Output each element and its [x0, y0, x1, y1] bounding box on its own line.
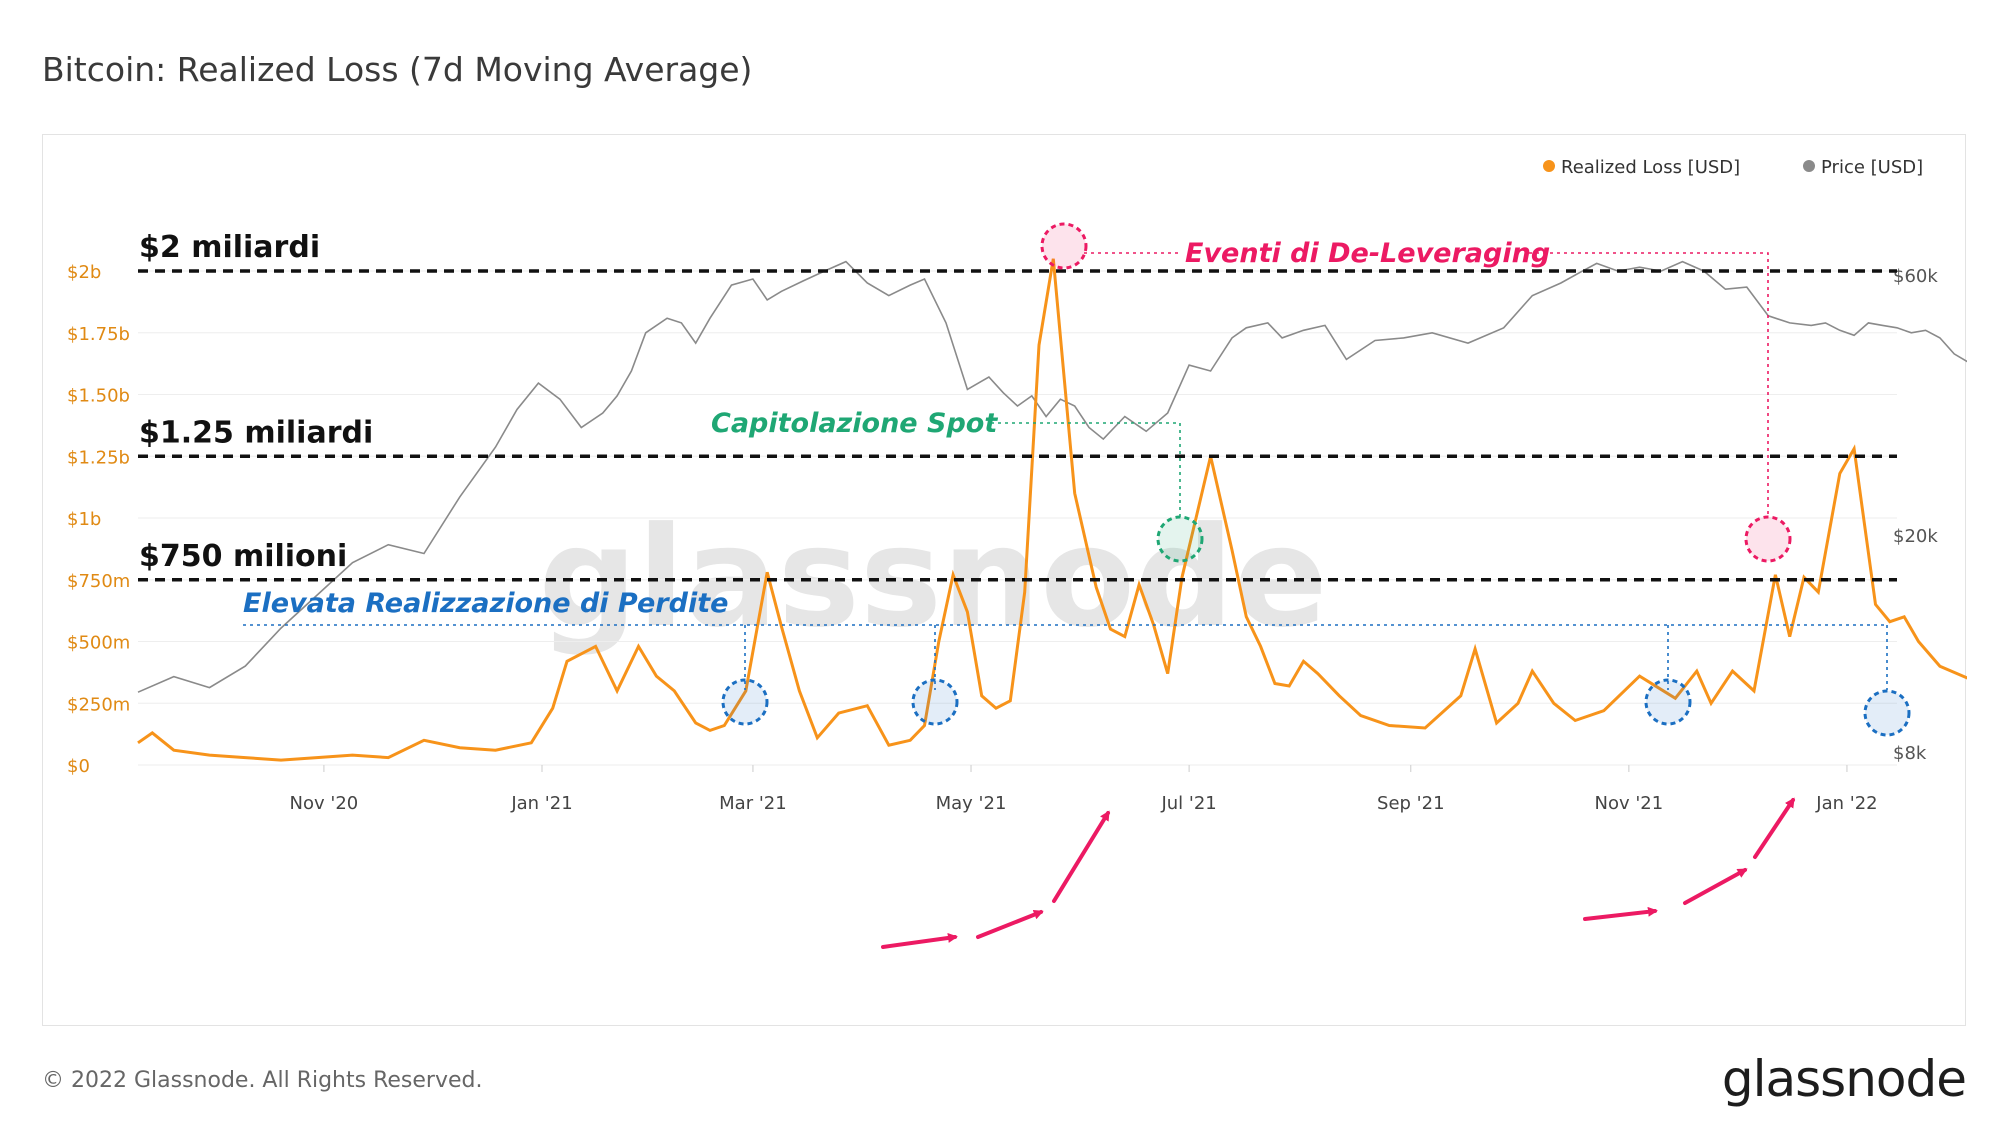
arrow-3 — [1052, 810, 1110, 903]
arrow-1 — [881, 933, 958, 949]
high-loss-connectors — [243, 624, 1888, 690]
page-title: Bitcoin: Realized Loss (7d Moving Averag… — [42, 50, 753, 89]
arrow-6 — [1753, 797, 1795, 859]
y-axis-right: $8k $20k $60k — [1893, 266, 1938, 764]
legend-loss-label: Realized Loss [USD] — [1561, 157, 1740, 178]
capitulation-label: Capitolazione Spot — [711, 408, 998, 439]
x-tick-label: Sep '21 — [1377, 793, 1445, 814]
x-tick-label: Nov '21 — [1595, 793, 1664, 814]
deleveraging-label: Eventi di De-Leveraging — [1185, 238, 1550, 269]
legend-price-swatch — [1803, 160, 1815, 172]
legend-price-label: Price [USD] — [1821, 157, 1923, 178]
y-left-tick-label: $1.75b — [67, 324, 130, 345]
y-left-tick-label: $1.25b — [67, 447, 130, 468]
footer-copyright: © 2022 Glassnode. All Rights Reserved. — [42, 1068, 483, 1093]
deleveraging-marker-may — [1040, 222, 1088, 270]
footer-logo: glassnode — [1721, 1050, 1967, 1108]
y-axis-left: $0 $250m $500m $750m $1b $1.25b $1.50b $1.75b $2… — [67, 262, 130, 777]
y-left-tick-label: $1.50b — [67, 386, 130, 407]
reference-line-label: $2 miliardi — [139, 230, 320, 265]
y-right-tick-label: $60k — [1893, 266, 1938, 287]
x-tick-label: Nov '20 — [290, 793, 359, 814]
reference-lines: $2 miliardi $1.25 miliardi $750 milioni — [138, 230, 1897, 582]
x-tick-label: Jul '21 — [1160, 793, 1216, 814]
y-right-tick-label: $20k — [1893, 526, 1938, 547]
arrow-4 — [1583, 906, 1658, 921]
watermark: glassnode — [539, 497, 1328, 658]
deleveraging-marker-dec — [1744, 515, 1792, 563]
y-left-tick-label: $750m — [67, 571, 130, 592]
chart-frame: glassnode Nov '20 Jan '21 Mar '21 May '21 Ju… — [42, 134, 1967, 1026]
y-right-tick-label: $8k — [1893, 743, 1927, 764]
arrow-2 — [976, 909, 1044, 939]
legend-loss-swatch — [1543, 160, 1555, 172]
x-tick-label: Mar '21 — [719, 793, 787, 814]
y-left-tick-label: $1b — [67, 509, 101, 530]
high-loss-marker-jan — [1863, 689, 1911, 737]
legend: Realized Loss [USD] Price [USD] — [1543, 157, 1923, 178]
y-left-tick-label: $0 — [67, 756, 90, 777]
y-left-tick-label: $2b — [67, 262, 101, 283]
high-loss-marker-nov — [1644, 678, 1692, 726]
high-loss-marker-feb — [721, 678, 769, 726]
x-tick-label: Jan '22 — [1815, 793, 1877, 814]
price-series-line — [137, 260, 1967, 693]
y-left-tick-label: $500m — [67, 633, 130, 654]
x-tick-label: Jan '21 — [510, 793, 572, 814]
x-axis: Nov '20 Jan '21 Mar '21 May '21 Jul '21 Sep '… — [290, 765, 1878, 814]
reference-line-label: $750 milioni — [139, 539, 347, 574]
realized-loss-series-line — [137, 258, 1967, 762]
arrow-5 — [1683, 868, 1748, 905]
deleveraging-connectors — [1084, 252, 1769, 517]
gridlines — [138, 270, 1897, 766]
x-tick-label: May '21 — [936, 793, 1007, 814]
high-loss-marker-apr — [911, 678, 959, 726]
chart-svg: glassnode Nov '20 Jan '21 Mar '21 May '21 Ju… — [67, 157, 1967, 949]
reference-line-label: $1.25 miliardi — [139, 415, 373, 450]
y-left-tick-label: $250m — [67, 694, 130, 715]
capitulation-connectors — [991, 422, 1181, 517]
high-loss-label: Elevata Realizzazione di Perdite — [243, 588, 728, 619]
capitulation-marker — [1156, 515, 1204, 563]
trend-arrows — [881, 797, 1795, 949]
